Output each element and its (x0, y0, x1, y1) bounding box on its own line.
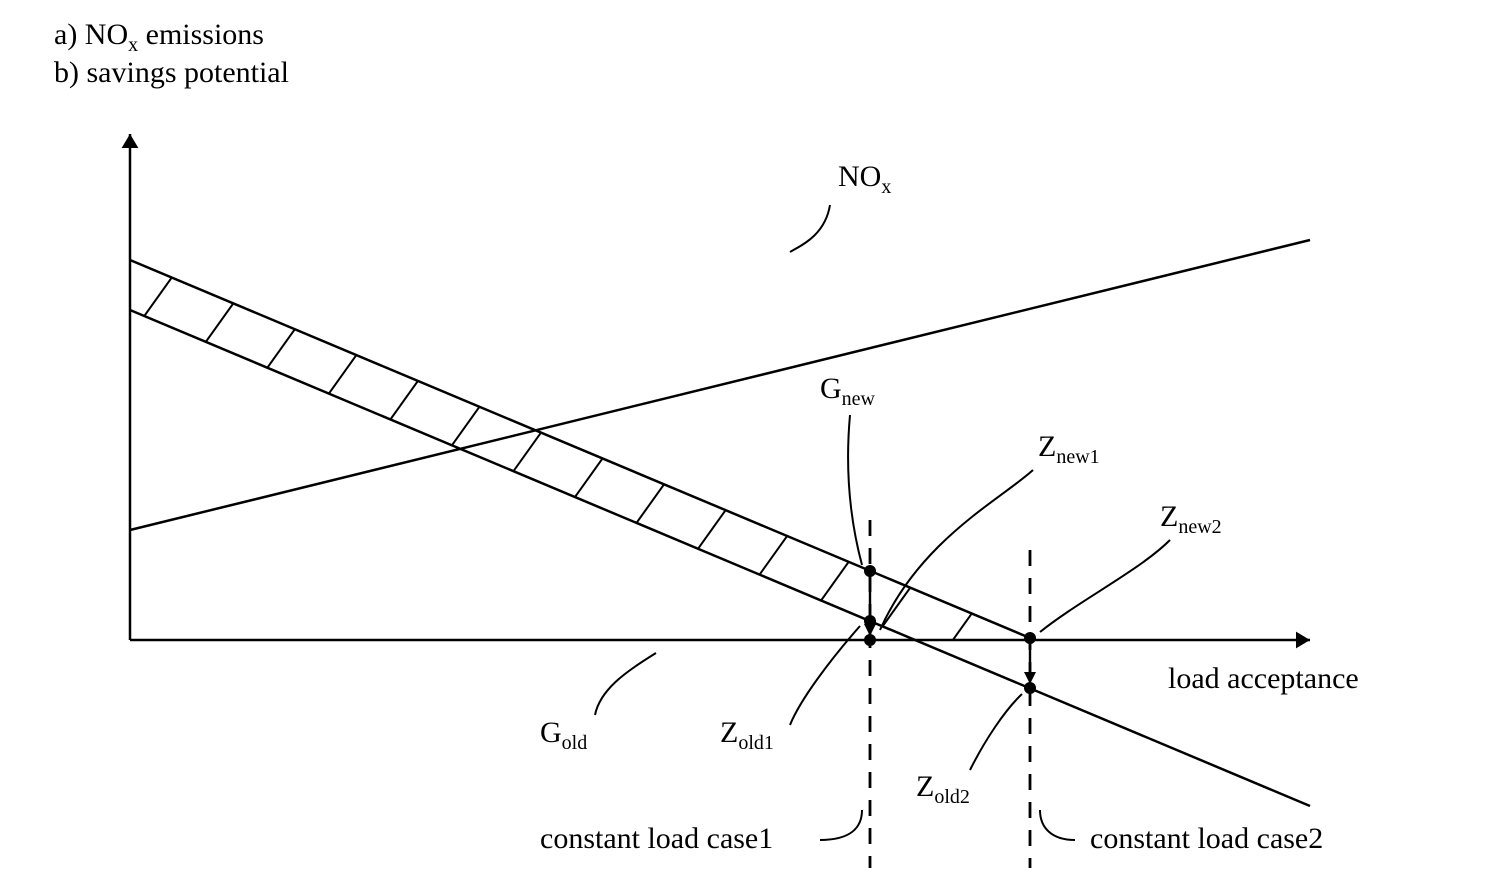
label-z-new1: Znew1 (1038, 430, 1100, 468)
point-z_old2 (1024, 682, 1036, 694)
label-case2: constant load case2 (1090, 822, 1323, 855)
label-case1-text: constant load case1 (540, 822, 773, 855)
label-z-new1-pre: Z (1038, 430, 1056, 463)
label-case1: constant load case1 (540, 822, 773, 855)
leader-z_new2 (1040, 540, 1170, 632)
point-z_new1 (864, 634, 876, 646)
label-nox-sub: x (881, 176, 891, 198)
label-z-new1-sub: new1 (1056, 446, 1099, 468)
leader-case2 (1040, 810, 1075, 840)
label-z-new2-pre: Z (1160, 500, 1178, 533)
label-nox: NOx (838, 160, 891, 198)
leader-g_old (595, 653, 656, 715)
label-z-old2-sub: old2 (934, 786, 970, 808)
label-g-old-sub: old (562, 732, 588, 754)
leader-nox (790, 205, 830, 252)
label-z-new2-sub: new2 (1178, 516, 1221, 538)
label-z-old1-sub: old1 (738, 732, 774, 754)
label-g-new-sub: new (842, 388, 875, 410)
point-z_old1 (864, 615, 876, 627)
point-z_new2 (1024, 632, 1036, 644)
diagram-stage: a) NOx emissions b) savings potential NO… (0, 0, 1507, 874)
point-g_new_p (864, 565, 876, 577)
header-a-pre: a) NO (54, 18, 128, 51)
leader-case1 (820, 810, 862, 840)
label-g-old-pre: G (540, 716, 562, 749)
leader-z_old2 (970, 694, 1022, 770)
leader-g_new (848, 415, 862, 565)
label-z-old2: Zold2 (916, 770, 970, 808)
label-z-old2-pre: Z (916, 770, 934, 803)
x-axis-text: load acceptance (1168, 662, 1359, 695)
g_new-line (130, 260, 1030, 638)
label-g-old: Gold (540, 716, 587, 754)
header-a-post: emissions (138, 18, 264, 51)
label-nox-pre: NO (838, 160, 881, 193)
label-z-new2: Znew2 (1160, 500, 1222, 538)
header-line-a: a) NOx emissions (54, 18, 264, 56)
label-g-new-pre: G (820, 372, 842, 405)
label-case2-text: constant load case2 (1090, 822, 1323, 855)
label-g-new: Gnew (820, 372, 875, 410)
label-z-old1-pre: Z (720, 716, 738, 749)
header-b-text: b) savings potential (54, 56, 289, 89)
x-axis-label: load acceptance (1168, 662, 1359, 695)
header-a-sub: x (128, 34, 138, 56)
header-line-b: b) savings potential (54, 56, 289, 89)
label-z-old1: Zold1 (720, 716, 774, 754)
